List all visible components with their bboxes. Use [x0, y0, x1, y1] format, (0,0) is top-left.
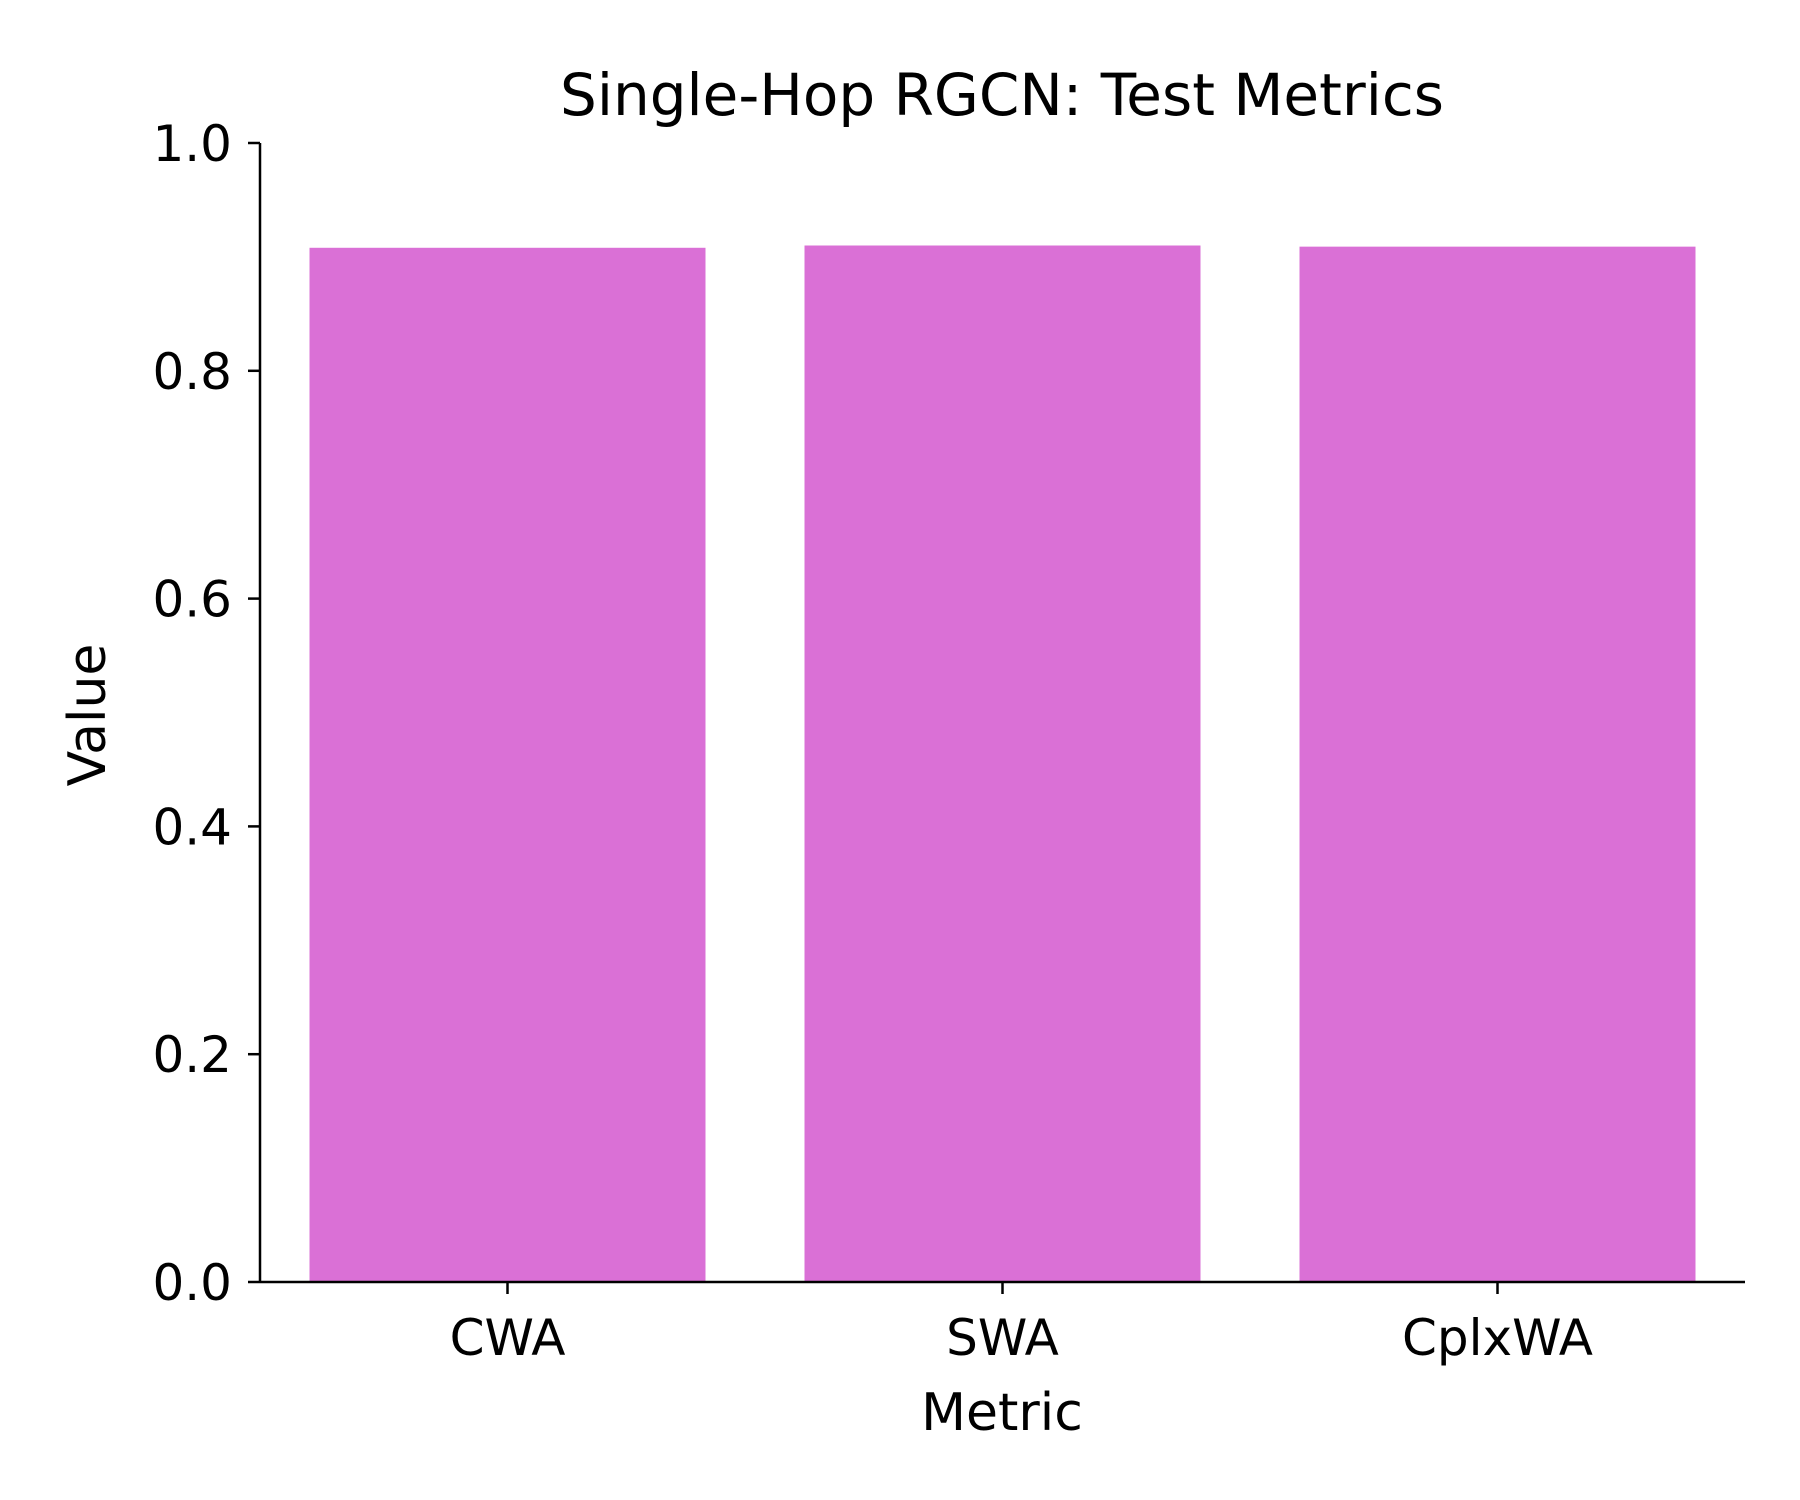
bars-group [309, 245, 1696, 1283]
x-axis-label: Metric [921, 1383, 1083, 1443]
x-tick-label: CWA [450, 1309, 566, 1367]
bar-cplxwa [1299, 246, 1696, 1282]
bar-swa [804, 245, 1201, 1282]
y-tick-label: 0.2 [152, 1026, 232, 1084]
x-axis: CWA SWA CplxWA [260, 1280, 1745, 1367]
y-axis: 0.0 0.2 0.4 0.6 0.8 1.0 [152, 115, 262, 1312]
y-axis-label: Value [58, 644, 118, 787]
bar-cwa [309, 247, 706, 1283]
y-tick-label: 0.4 [152, 798, 232, 856]
x-tick-label: SWA [946, 1309, 1059, 1367]
chart-title: Single-Hop RGCN: Test Metrics [560, 61, 1444, 129]
y-tick-label: 0.0 [152, 1254, 232, 1312]
y-tick-label: 0.8 [152, 343, 232, 401]
x-tick-label: CplxWA [1402, 1309, 1593, 1367]
y-tick-label: 1.0 [152, 115, 232, 173]
y-tick-label: 0.6 [152, 571, 232, 629]
